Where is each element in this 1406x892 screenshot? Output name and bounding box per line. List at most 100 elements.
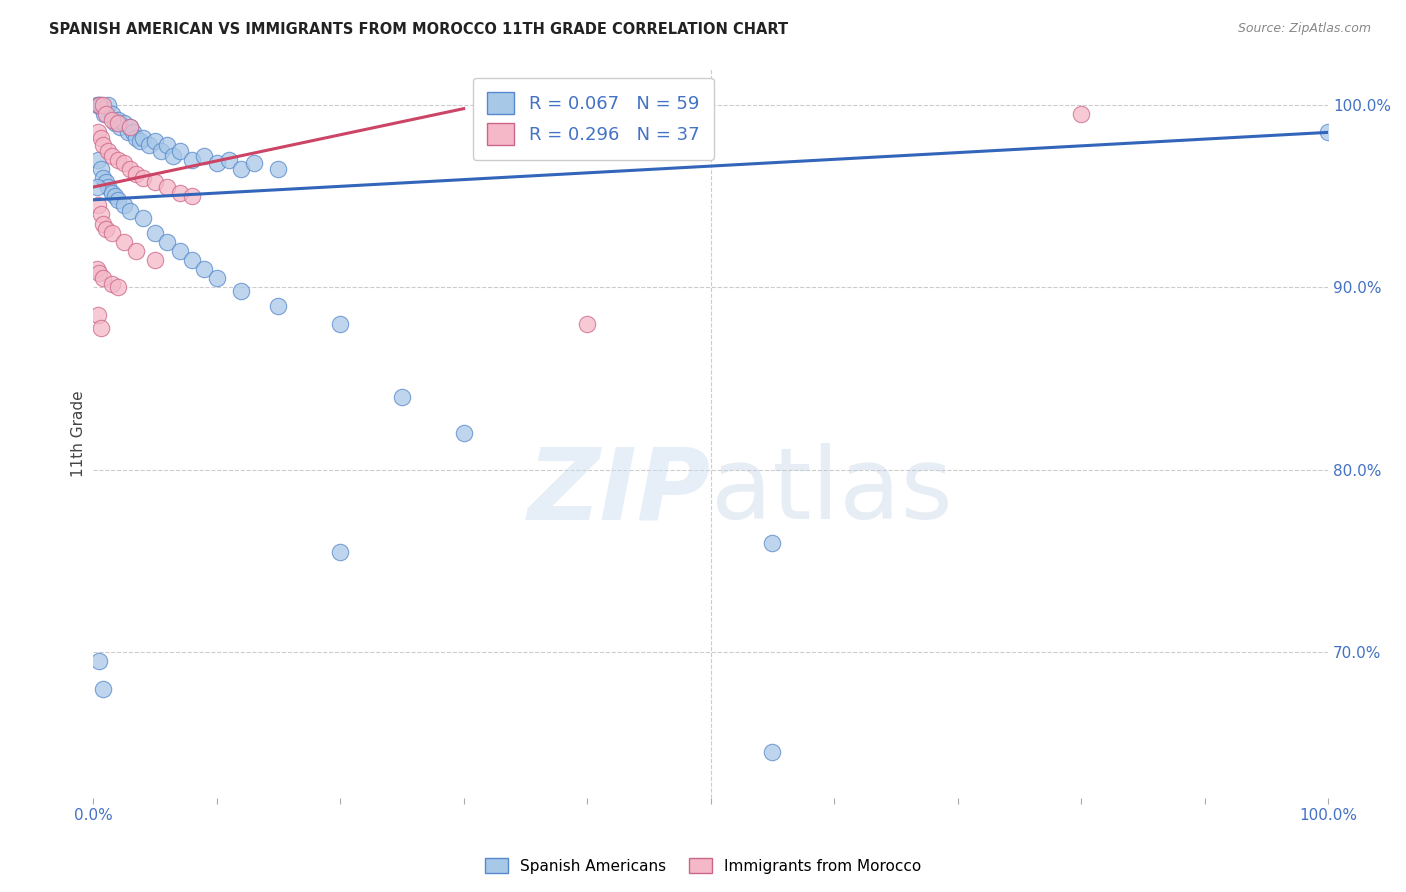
Text: ZIP: ZIP (527, 443, 710, 541)
Point (138, 138, 160, 153)
Point (131, 131, 153, 145)
Point (107, 116, 129, 130)
Point (761, 535, 783, 549)
Point (143, 253, 166, 268)
Point (150, 144, 173, 158)
Point (205, 271, 228, 285)
Point (156, 138, 179, 153)
Point (91, 102, 114, 116)
Point (89, 266, 111, 280)
Point (193, 262, 215, 277)
Point (112, 156, 135, 170)
Text: atlas: atlas (710, 443, 952, 541)
Point (120, 120, 142, 134)
Point (91, 271, 114, 285)
Point (107, 153, 129, 167)
Point (107, 193, 129, 207)
Point (100, 149, 122, 163)
Point (97, 144, 120, 158)
Point (121, 125, 143, 139)
Point (100, 107, 122, 121)
Point (391, 390, 413, 404)
Point (100, 226, 122, 240)
Point (143, 135, 166, 149)
Point (94, 175, 117, 189)
Point (91, 217, 114, 231)
Point (576, 317, 599, 331)
Point (169, 144, 191, 158)
Point (231, 284, 253, 298)
Point (110, 120, 132, 134)
Point (112, 235, 135, 249)
Point (125, 131, 148, 145)
Point (193, 149, 215, 163)
Point (91, 681, 114, 696)
Legend: R = 0.067   N = 59, R = 0.296   N = 37: R = 0.067 N = 59, R = 0.296 N = 37 (472, 78, 714, 160)
Point (90, 320, 112, 334)
Point (90, 131, 112, 145)
Point (169, 244, 191, 258)
Point (125, 244, 148, 258)
Point (112, 116, 135, 130)
Text: Source: ZipAtlas.com: Source: ZipAtlas.com (1237, 22, 1371, 36)
Point (120, 120, 142, 134)
Point (125, 167, 148, 181)
Point (120, 161, 142, 176)
Point (86, 180, 108, 194)
Point (94, 107, 117, 121)
Point (87, 308, 110, 322)
Point (181, 253, 204, 268)
Point (107, 112, 129, 127)
Point (104, 189, 127, 203)
Point (90, 98, 112, 112)
Point (181, 153, 204, 167)
Point (162, 149, 184, 163)
Point (761, 746, 783, 760)
Point (181, 189, 204, 203)
Point (91, 170, 114, 185)
Point (100, 112, 122, 127)
Text: SPANISH AMERICAN VS IMMIGRANTS FROM MOROCCO 11TH GRADE CORRELATION CHART: SPANISH AMERICAN VS IMMIGRANTS FROM MORO… (49, 22, 789, 37)
Point (87, 198, 110, 212)
Point (329, 545, 352, 559)
Point (267, 161, 290, 176)
Point (89, 654, 111, 668)
Point (129, 135, 152, 149)
Point (107, 280, 129, 294)
Point (100, 277, 122, 291)
Point (169, 186, 191, 200)
Point (90, 161, 112, 176)
Point (93, 107, 115, 121)
Point (143, 226, 166, 240)
Point (131, 170, 153, 185)
Point (453, 426, 475, 441)
Point (267, 299, 290, 313)
Y-axis label: 11th Grade: 11th Grade (72, 390, 86, 476)
Point (104, 116, 127, 130)
Point (1317, 125, 1340, 139)
Point (1070, 107, 1092, 121)
Point (100, 186, 122, 200)
Legend: Spanish Americans, Immigrants from Morocco: Spanish Americans, Immigrants from Moroc… (478, 852, 928, 880)
Point (156, 180, 179, 194)
Point (86, 262, 108, 277)
Point (205, 156, 228, 170)
Point (97, 98, 120, 112)
Point (94, 222, 117, 236)
Point (329, 317, 352, 331)
Point (91, 138, 114, 153)
Point (156, 235, 179, 249)
Point (87, 153, 110, 167)
Point (89, 98, 111, 112)
Point (117, 125, 139, 139)
Point (97, 180, 120, 194)
Point (87, 125, 110, 139)
Point (131, 211, 153, 225)
Point (91, 98, 114, 112)
Point (90, 207, 112, 221)
Point (143, 175, 166, 189)
Point (242, 156, 264, 170)
Point (89, 98, 111, 112)
Point (86, 98, 108, 112)
Point (218, 153, 240, 167)
